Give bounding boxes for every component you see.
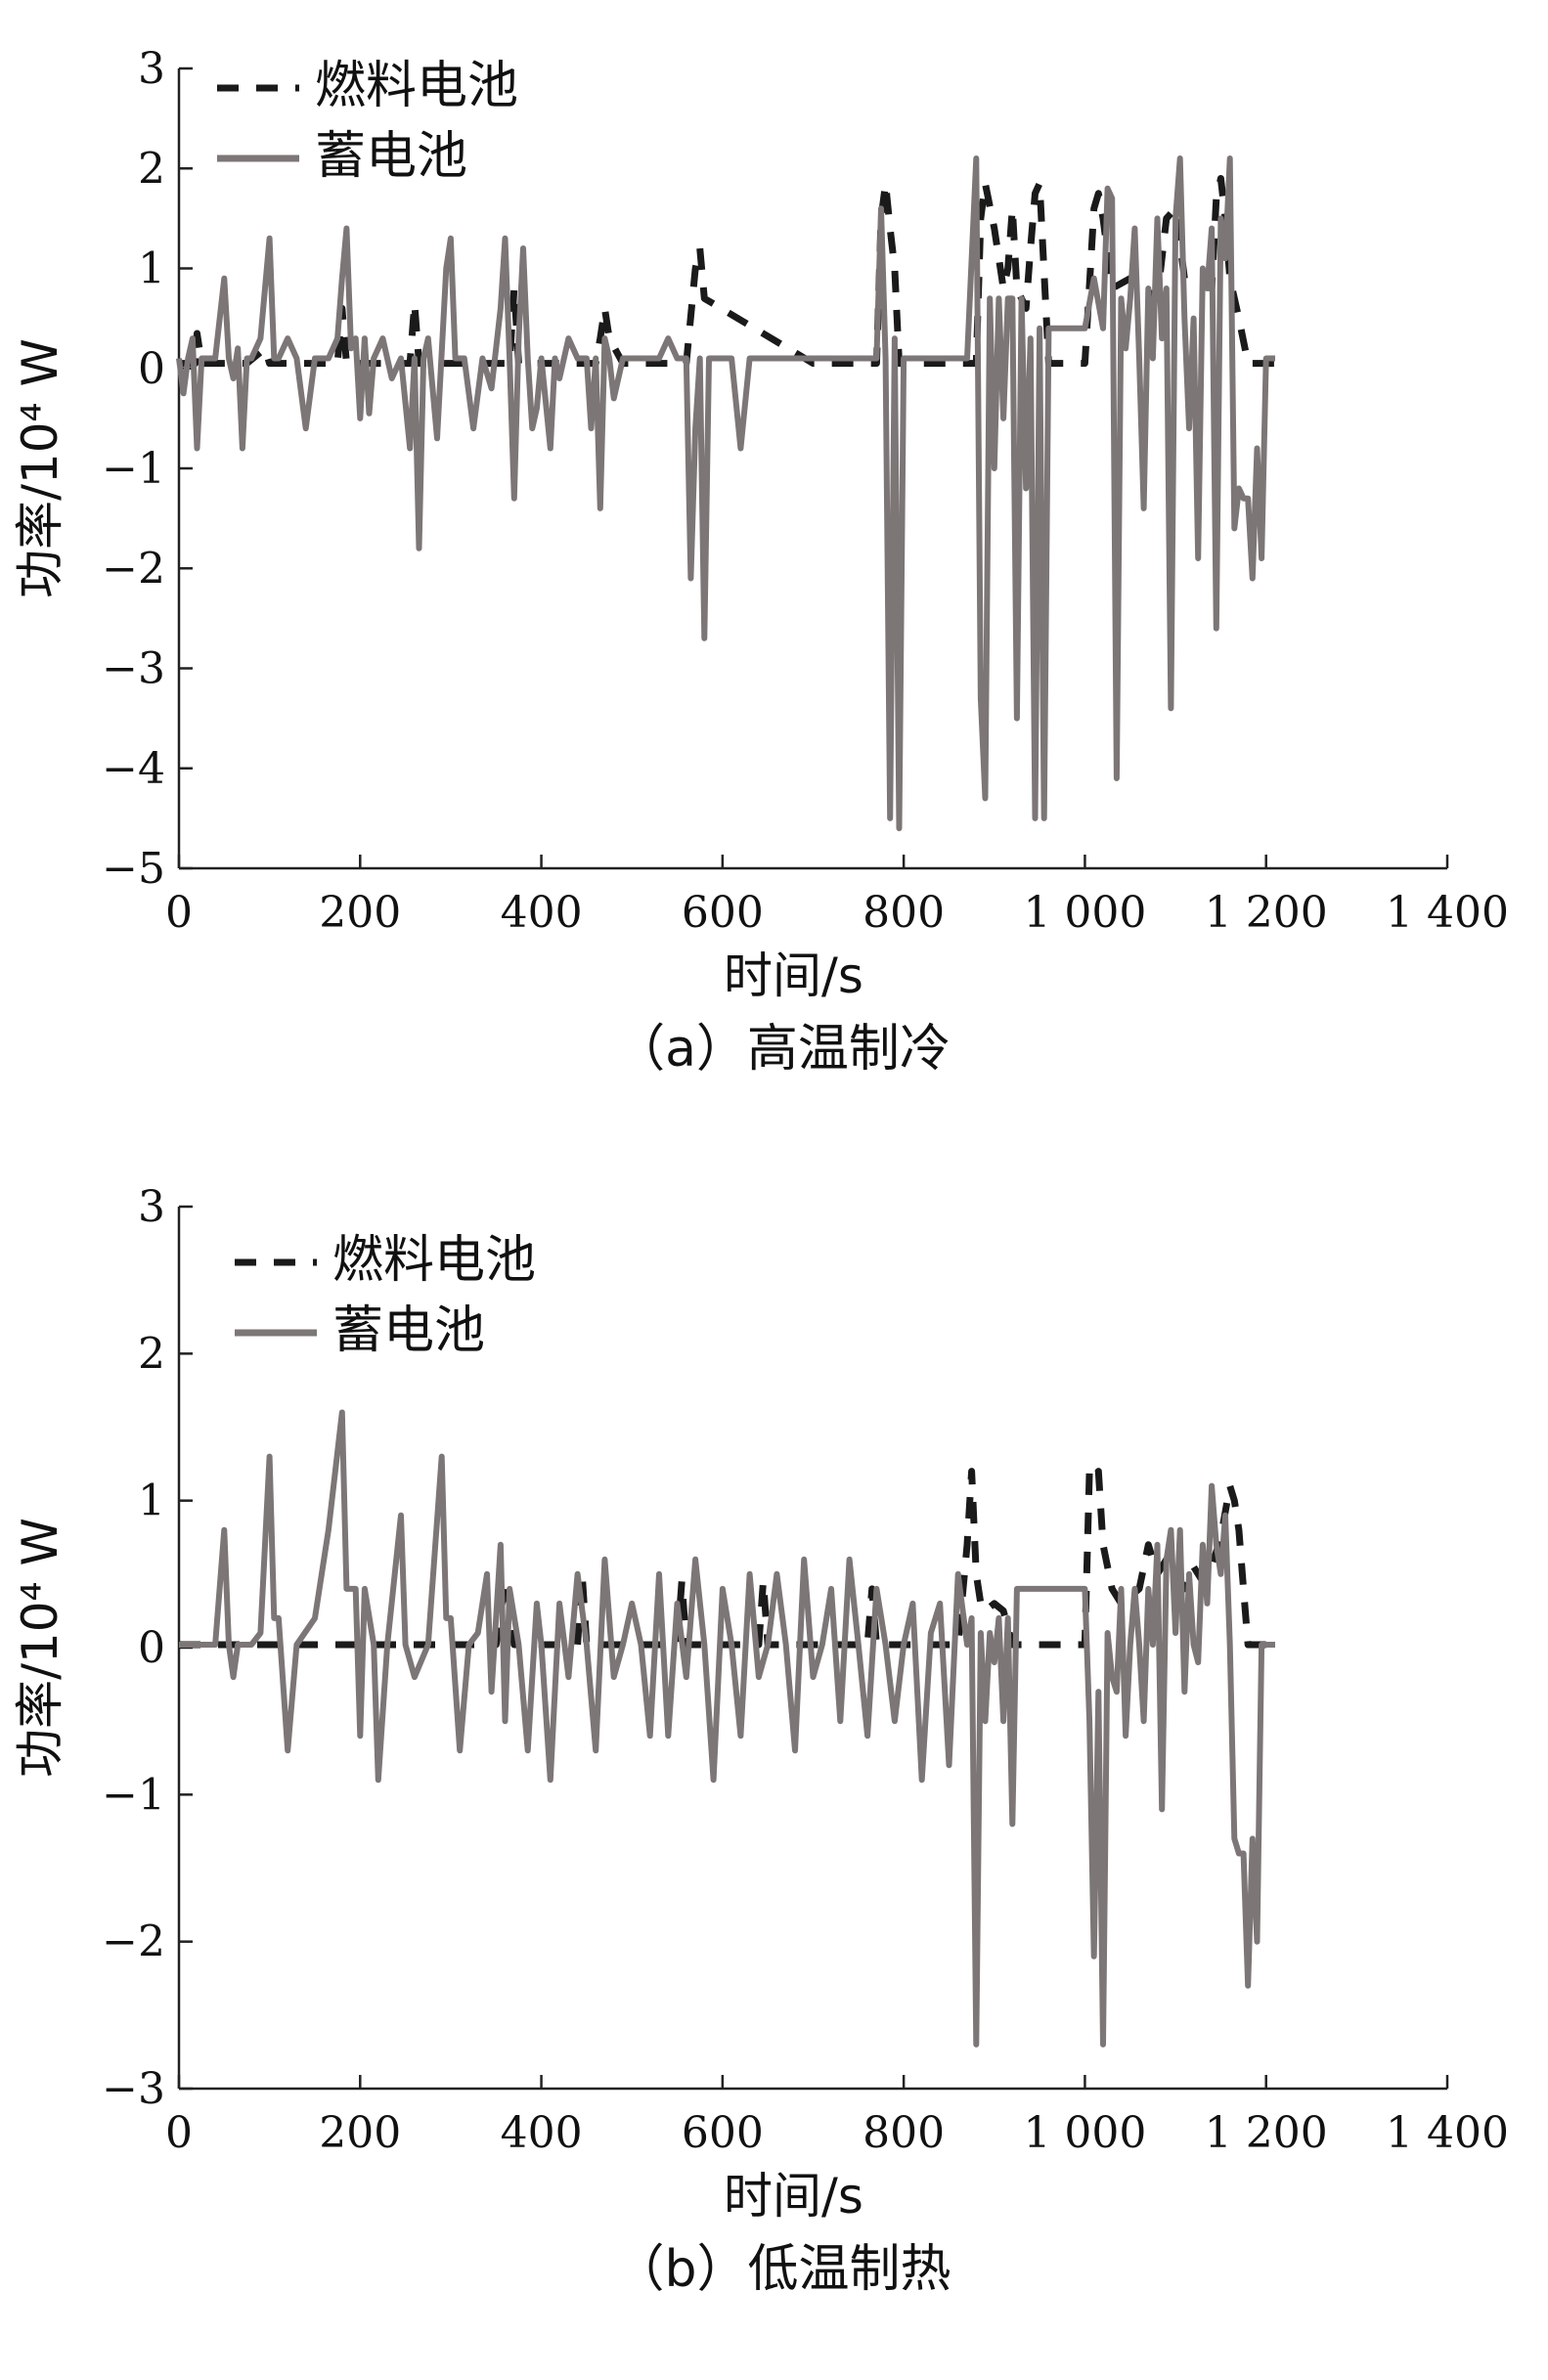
legend-fuel-cell-label: 燃料电池	[315, 57, 518, 115]
y-tick-label: −3	[102, 2064, 165, 2114]
series-battery-line	[176, 155, 1275, 832]
y-tick-label: 0	[138, 344, 165, 394]
legend-fuel-cell-label: 燃料电池	[332, 1231, 536, 1290]
x-tick-label: 1 000	[1023, 2108, 1146, 2158]
y-tick-label: 1	[138, 1476, 165, 1526]
x-tick-label: 1 400	[1386, 2108, 1509, 2158]
y-tick-label: −4	[102, 744, 165, 794]
panel-caption: （a）高温制冷	[614, 1020, 951, 1079]
y-tick-label: −2	[102, 1917, 165, 1967]
y-tick-label: −3	[102, 644, 165, 694]
x-tick-label: 800	[862, 888, 945, 938]
x-tick-label: 1 200	[1205, 888, 1328, 938]
x-axis-title: 时间/s	[724, 948, 863, 1004]
x-tick-label: 0	[165, 2108, 193, 2158]
x-tick-label: 200	[319, 888, 401, 938]
y-tick-label: −5	[102, 844, 165, 894]
x-tick-label: 400	[501, 888, 583, 938]
x-tick-label: 1 200	[1205, 2108, 1328, 2158]
y-tick-label: −1	[102, 444, 165, 494]
x-tick-label: 600	[682, 888, 764, 938]
y-tick-label: 2	[138, 144, 165, 194]
y-tick-label: 3	[138, 44, 165, 94]
y-tick-label: −2	[102, 544, 165, 594]
x-tick-label: 800	[862, 2108, 945, 2158]
y-axis-title: 功率/10⁴ W	[12, 338, 68, 598]
y-tick-label: 3	[138, 1182, 165, 1232]
y-tick-label: 2	[138, 1329, 165, 1379]
x-tick-label: 0	[165, 888, 193, 938]
y-tick-label: 0	[138, 1623, 165, 1673]
legend-battery-label: 蓄电池	[332, 1301, 485, 1360]
y-tick-label: 1	[138, 244, 165, 294]
x-tick-label: 1 400	[1386, 888, 1509, 938]
x-axis-title: 时间/s	[724, 2168, 863, 2225]
x-tick-label: 200	[319, 2108, 401, 2158]
panel-caption: （b）低温制热	[613, 2240, 951, 2299]
y-tick-label: −1	[102, 1770, 165, 1820]
y-axis-title: 功率/10⁴ W	[12, 1518, 68, 1778]
x-tick-label: 600	[682, 2108, 764, 2158]
legend-battery-label: 蓄电池	[315, 127, 467, 186]
series-battery-line	[179, 1409, 1275, 2048]
x-tick-label: 1 000	[1023, 888, 1146, 938]
x-tick-label: 400	[501, 2108, 583, 2158]
